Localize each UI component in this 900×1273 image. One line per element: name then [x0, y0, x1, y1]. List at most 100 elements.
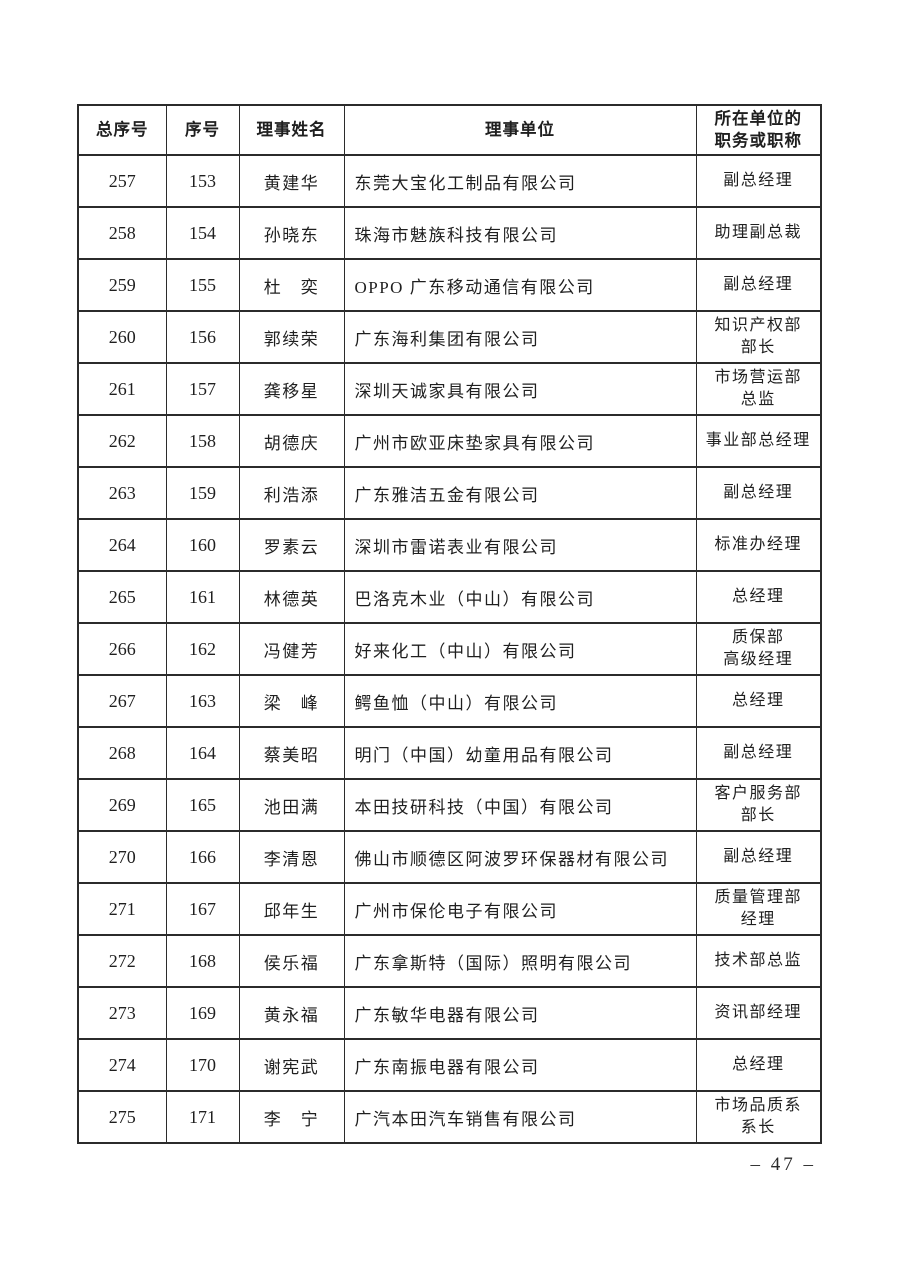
cell-company: 深圳市雷诺表业有限公司 [343, 518, 697, 572]
cell-total-no: 275 [77, 1090, 167, 1144]
cell-no: 154 [165, 206, 240, 260]
cell-position: 知识产权部 部长 [695, 310, 822, 364]
table-row: 258 154 孙晓东 珠海市魅族科技有限公司 助理副总裁 [77, 206, 822, 260]
cell-name: 胡德庆 [238, 414, 345, 468]
table-row: 259 155 杜 奕 OPPO 广东移动通信有限公司 副总经理 [77, 258, 822, 312]
cell-name: 邱年生 [238, 882, 345, 936]
cell-no: 156 [165, 310, 240, 364]
cell-company: 广东拿斯特（国际）照明有限公司 [343, 934, 697, 988]
cell-total-no: 274 [77, 1038, 167, 1092]
cell-position: 副总经理 [695, 466, 822, 520]
cell-position: 总经理 [695, 570, 822, 624]
cell-company: 鳄鱼恤（中山）有限公司 [343, 674, 697, 728]
cell-no: 170 [165, 1038, 240, 1092]
cell-total-no: 261 [77, 362, 167, 416]
cell-position: 事业部总经理 [695, 414, 822, 468]
cell-company: 明门（中国）幼童用品有限公司 [343, 726, 697, 780]
cell-name: 郭续荣 [238, 310, 345, 364]
cell-name: 罗素云 [238, 518, 345, 572]
cell-name: 杜 奕 [238, 258, 345, 312]
cell-name: 池田满 [238, 778, 345, 832]
table-row: 274 170 谢宪武 广东南振电器有限公司 总经理 [77, 1038, 822, 1092]
cell-no: 159 [165, 466, 240, 520]
cell-total-no: 268 [77, 726, 167, 780]
cell-company: 深圳天诚家具有限公司 [343, 362, 697, 416]
cell-company: 东莞大宝化工制品有限公司 [343, 154, 697, 208]
cell-position: 客户服务部 部长 [695, 778, 822, 832]
cell-company: 广东南振电器有限公司 [343, 1038, 697, 1092]
table-header-row: 总序号 序号 理事姓名 理事单位 所在单位的 职务或职称 [77, 104, 822, 156]
cell-name: 黄永福 [238, 986, 345, 1040]
cell-company: OPPO 广东移动通信有限公司 [343, 258, 697, 312]
cell-position: 总经理 [695, 674, 822, 728]
cell-no: 166 [165, 830, 240, 884]
cell-no: 162 [165, 622, 240, 676]
cell-no: 157 [165, 362, 240, 416]
header-company: 理事单位 [343, 104, 697, 156]
cell-company: 佛山市顺德区阿波罗环保器材有限公司 [343, 830, 697, 884]
cell-position: 副总经理 [695, 154, 822, 208]
cell-no: 164 [165, 726, 240, 780]
cell-total-no: 265 [77, 570, 167, 624]
cell-no: 171 [165, 1090, 240, 1144]
cell-name: 李 宁 [238, 1090, 345, 1144]
cell-name: 侯乐福 [238, 934, 345, 988]
cell-no: 160 [165, 518, 240, 572]
table-row: 273 169 黄永福 广东敏华电器有限公司 资讯部经理 [77, 986, 822, 1040]
cell-company: 本田技研科技（中国）有限公司 [343, 778, 697, 832]
cell-position: 市场品质系 系长 [695, 1090, 822, 1144]
cell-name: 梁 峰 [238, 674, 345, 728]
cell-total-no: 271 [77, 882, 167, 936]
cell-company: 广东敏华电器有限公司 [343, 986, 697, 1040]
cell-company: 广汽本田汽车销售有限公司 [343, 1090, 697, 1144]
cell-position: 助理副总裁 [695, 206, 822, 260]
cell-name: 孙晓东 [238, 206, 345, 260]
cell-no: 158 [165, 414, 240, 468]
cell-total-no: 267 [77, 674, 167, 728]
cell-company: 巴洛克木业（中山）有限公司 [343, 570, 697, 624]
cell-position: 总经理 [695, 1038, 822, 1092]
table-row: 261 157 龚移星 深圳天诚家具有限公司 市场营运部 总监 [77, 362, 822, 416]
cell-total-no: 257 [77, 154, 167, 208]
table-row: 266 162 冯健芳 好来化工（中山）有限公司 质保部 高级经理 [77, 622, 822, 676]
cell-total-no: 264 [77, 518, 167, 572]
cell-no: 167 [165, 882, 240, 936]
cell-no: 169 [165, 986, 240, 1040]
cell-name: 龚移星 [238, 362, 345, 416]
cell-name: 林德英 [238, 570, 345, 624]
directors-table: 总序号 序号 理事姓名 理事单位 所在单位的 职务或职称 257 153 黄建华 东莞… [77, 104, 822, 1144]
cell-total-no: 260 [77, 310, 167, 364]
cell-position: 标准办经理 [695, 518, 822, 572]
cell-company: 广东海利集团有限公司 [343, 310, 697, 364]
cell-position: 副总经理 [695, 258, 822, 312]
cell-company: 广东雅洁五金有限公司 [343, 466, 697, 520]
cell-position: 副总经理 [695, 726, 822, 780]
cell-total-no: 262 [77, 414, 167, 468]
cell-no: 161 [165, 570, 240, 624]
cell-name: 李清恩 [238, 830, 345, 884]
header-total-no: 总序号 [77, 104, 167, 156]
table-row: 275 171 李 宁广汽本田汽车销售有限公司 市场品质系 系长 [77, 1090, 822, 1144]
cell-name: 谢宪武 [238, 1038, 345, 1092]
cell-no: 163 [165, 674, 240, 728]
cell-position: 资讯部经理 [695, 986, 822, 1040]
cell-name: 冯健芳 [238, 622, 345, 676]
table-row: 268 164 蔡美昭 明门（中国）幼童用品有限公司 副总经理 [77, 726, 822, 780]
table-row: 260 156 郭续荣 广东海利集团有限公司 知识产权部 部长 [77, 310, 822, 364]
header-no: 序号 [165, 104, 240, 156]
cell-company: 珠海市魅族科技有限公司 [343, 206, 697, 260]
page-number: – 47 – [750, 1154, 816, 1175]
cell-total-no: 263 [77, 466, 167, 520]
cell-name: 利浩添 [238, 466, 345, 520]
cell-total-no: 269 [77, 778, 167, 832]
cell-name: 黄建华 [238, 154, 345, 208]
table-row: 267 163 梁 峰鳄鱼恤（中山）有限公司 总经理 [77, 674, 822, 728]
table-row: 271 167 邱年生 广州市保伦电子有限公司 质量管理部 经理 [77, 882, 822, 936]
cell-total-no: 270 [77, 830, 167, 884]
table-row: 269 165 池田满 本田技研科技（中国）有限公司 客户服务部 部长 [77, 778, 822, 832]
cell-total-no: 259 [77, 258, 167, 312]
cell-position: 质保部 高级经理 [695, 622, 822, 676]
cell-total-no: 272 [77, 934, 167, 988]
cell-total-no: 273 [77, 986, 167, 1040]
cell-no: 155 [165, 258, 240, 312]
